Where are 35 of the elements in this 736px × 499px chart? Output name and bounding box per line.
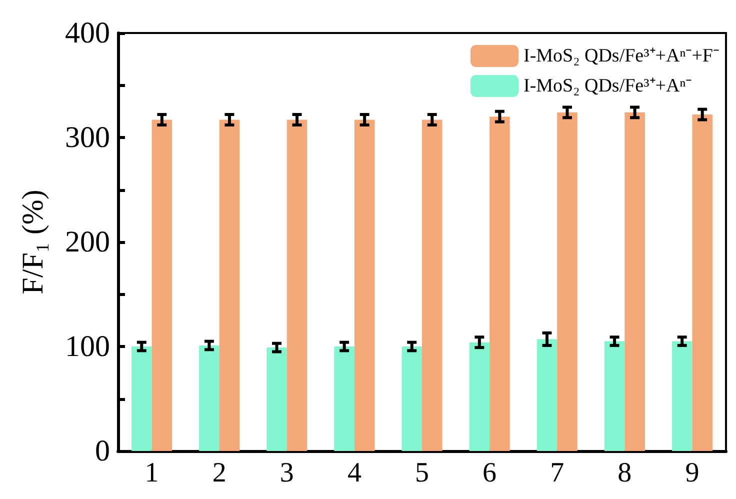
legend-label: I-MoS₂ QDs/Fe³⁺+Aⁿ⁻ bbox=[523, 76, 692, 96]
bar bbox=[266, 348, 287, 451]
y-tick-label: 100 bbox=[65, 330, 110, 363]
x-tick-label: 1 bbox=[144, 458, 159, 488]
bar bbox=[469, 342, 490, 451]
bar bbox=[219, 120, 240, 451]
bar bbox=[132, 346, 152, 451]
y-tick-label: 0 bbox=[95, 434, 110, 468]
y-axis-title: F/F₁ (%) bbox=[16, 190, 50, 294]
x-tick-label: 6 bbox=[482, 458, 497, 488]
bar bbox=[692, 114, 712, 451]
bar bbox=[604, 341, 625, 451]
bar bbox=[536, 339, 558, 451]
y-tick-label: 400 bbox=[65, 16, 110, 50]
bar bbox=[557, 112, 578, 451]
bar bbox=[402, 346, 422, 451]
bar bbox=[354, 120, 375, 451]
y-tick-label: 300 bbox=[65, 121, 110, 154]
bar bbox=[422, 120, 442, 451]
x-tick-label: 7 bbox=[550, 458, 564, 488]
bar bbox=[199, 345, 220, 451]
x-tick-label: 2 bbox=[212, 458, 226, 488]
bar bbox=[152, 120, 172, 451]
bar bbox=[334, 346, 354, 451]
bar bbox=[672, 341, 692, 451]
x-tick-label: 9 bbox=[685, 458, 700, 488]
y-tick-label: 200 bbox=[65, 226, 110, 258]
x-tick-label: 5 bbox=[415, 458, 429, 488]
x-tick-label: 8 bbox=[618, 458, 632, 488]
x-tick-label: 4 bbox=[347, 458, 362, 488]
bar bbox=[490, 116, 510, 451]
bar bbox=[624, 112, 645, 451]
x-tick-label: 3 bbox=[280, 458, 294, 488]
bar bbox=[286, 120, 308, 451]
legend-label: I-MoS₂ QDs/Fe³⁺+Aⁿ⁻+F⁻ bbox=[523, 46, 720, 66]
